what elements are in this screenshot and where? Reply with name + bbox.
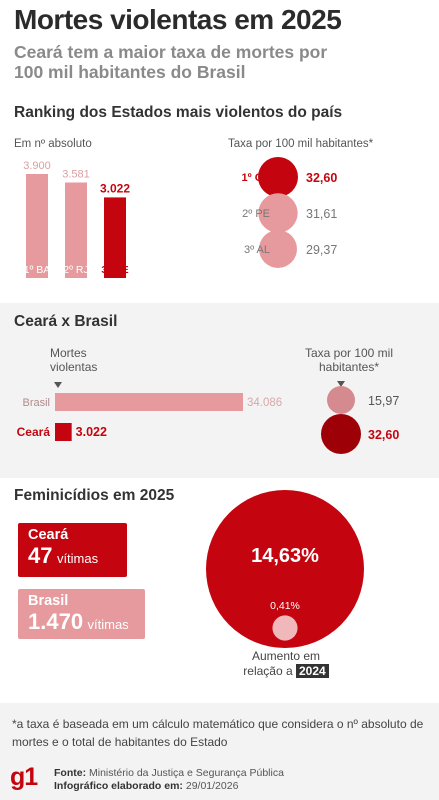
- bar-value-label: 3.022: [100, 181, 130, 195]
- bar-0: [26, 174, 48, 278]
- footnote: *a taxa é baseada em um cálculo matemáti…: [12, 717, 424, 749]
- femicide-value-brasil: 0,41%: [270, 600, 300, 612]
- credits: Fonte: Ministério da Justiça e Segurança…: [54, 767, 284, 793]
- comparison-bubble-0: [327, 386, 355, 414]
- femicide-value-ceara: 14,63%: [251, 545, 319, 567]
- ceara-femicides-number: 47: [28, 543, 53, 568]
- femicide-bubble-ceara: [206, 490, 364, 648]
- credit-label: Infográfico elaborado em:: [54, 780, 183, 792]
- comparison-category-label: Brasil: [22, 397, 50, 409]
- femicide-increase-chart: 14,63% 0,41%: [206, 490, 364, 648]
- bar-category-label: 2º RJ: [63, 264, 88, 276]
- comparison-rate-label: Taxa por 100 mil habitantes*: [304, 346, 394, 374]
- rate-category-label: 2º PE: [242, 208, 270, 220]
- comparison-section: Ceará x Brasil Mortes violentas Taxa por…: [0, 303, 439, 478]
- rate-bubble-0: [258, 157, 298, 197]
- rate-category-label: 1º CE: [242, 172, 270, 184]
- bar-2: [104, 197, 126, 278]
- brasil-femicides-number: 1.470: [28, 609, 84, 634]
- rate-value-label: 32,60: [306, 171, 337, 185]
- page-subtitle: Ceará tem a maior taxa de mortes por 100…: [14, 42, 328, 82]
- bar-value-label: 3.900: [23, 160, 51, 172]
- femicides-section-title: Feminicídios em 2025: [14, 487, 175, 504]
- rate-bubble-1: [258, 193, 298, 233]
- increase-label: Aumento em relação a 2024: [238, 649, 334, 679]
- comparison-rate-label: 32,60: [368, 428, 399, 442]
- violent-deaths-label: Mortes violentas: [50, 346, 98, 374]
- down-arrow-icon: [337, 381, 345, 387]
- ceara-femicides-unit: vítimas: [56, 551, 99, 566]
- increase-label-text: Aumento em relação a: [243, 649, 321, 678]
- footer: *a taxa é baseada em um cálculo matemáti…: [0, 703, 439, 800]
- rate-value-label: 29,37: [306, 243, 337, 257]
- rate-ranking-chart: 1º CE 32,60 2º PE 31,61 3º AL 29,37: [242, 157, 337, 268]
- comparison-category-label: Ceará: [17, 425, 51, 439]
- ceara-femicides-name: Ceará: [28, 527, 69, 543]
- bar-1: [65, 182, 87, 278]
- brasil-femicides-unit: vítimas: [87, 617, 129, 632]
- rate-category-label: 3º AL: [244, 244, 270, 256]
- comparison-chart: Brasil 34.086 Ceará 3.022 15,97 32,60: [17, 381, 399, 454]
- rate-bubble-2: [259, 230, 297, 268]
- down-arrow-icon: [54, 382, 62, 388]
- femicide-bubble-brasil: [272, 615, 298, 641]
- comparison-bubble-1: [321, 414, 361, 454]
- bar-category-label: 1º BA: [24, 264, 51, 276]
- rate-label: Taxa por 100 mil habitantes*: [228, 138, 374, 150]
- rate-value-label: 31,61: [306, 207, 337, 221]
- comparison-value-label: 34.086: [247, 397, 282, 409]
- comparison-bar-0: [55, 393, 243, 411]
- g1-logo: g1: [10, 763, 38, 791]
- comparison-rate-label: 15,97: [368, 394, 399, 408]
- source-text: Ministério da Justiça e Segurança Públic…: [89, 767, 284, 779]
- comparison-section-title: Ceará x Brasil: [14, 313, 118, 330]
- comparison-bar-1: [55, 423, 72, 441]
- comparison-value-label: 3.022: [76, 425, 107, 439]
- credit-date: 29/01/2026: [185, 780, 239, 792]
- brasil-femicides-box: Brasil 1.470 vítimas: [18, 589, 145, 639]
- ceara-femicides-box: Ceará 47 vítimas: [18, 523, 127, 577]
- bar-category-label: 3º CE: [101, 264, 128, 276]
- increase-year-badge: 2024: [296, 664, 329, 678]
- absolute-deaths-chart: 3.900 1º BA 3.581 2º RJ 3.022 3º CE: [23, 160, 130, 278]
- bar-value-label: 3.581: [62, 169, 90, 181]
- page-title: Mortes violentas em 2025: [14, 4, 342, 35]
- ranking-section-title: Ranking dos Estados mais violentos do pa…: [14, 104, 343, 121]
- source-label: Fonte:: [54, 767, 87, 779]
- absolute-label: Em nº absoluto: [14, 138, 92, 150]
- brasil-femicides-name: Brasil: [28, 593, 69, 609]
